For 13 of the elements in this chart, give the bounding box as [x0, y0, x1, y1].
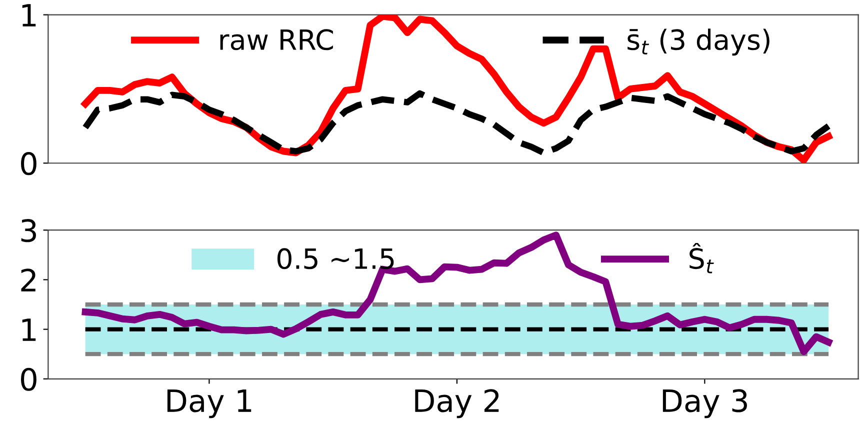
legend-label: raw RRC	[220, 29, 333, 50]
y-tick-label: 3	[21, 219, 36, 242]
y-tick-label: 1	[22, 318, 36, 341]
y-tick-label: 1	[22, 4, 36, 26]
legend-label: s̄$_{t}$ (3 days)	[628, 28, 770, 56]
y-tick-label: 0	[21, 368, 36, 391]
legend-label: 0.5 ~1.5	[277, 248, 394, 270]
y-tick-label: 2	[21, 268, 36, 292]
y-tick-label: 0	[21, 152, 36, 176]
x-tick-label: Day 3	[662, 389, 747, 418]
legend-label: Ŝ$_{t}$	[690, 242, 714, 274]
x-tick-label: Day 2	[415, 389, 499, 418]
x-tick-label: Day 1	[167, 390, 252, 418]
